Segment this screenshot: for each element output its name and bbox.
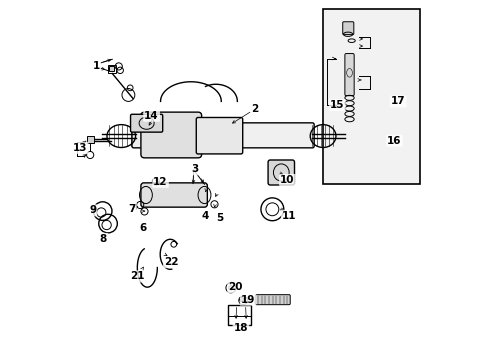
Text: 9: 9 <box>89 205 96 215</box>
Text: 1: 1 <box>92 61 100 71</box>
FancyBboxPatch shape <box>141 183 207 207</box>
Text: 22: 22 <box>163 257 178 267</box>
Text: 13: 13 <box>73 143 87 153</box>
FancyBboxPatch shape <box>132 123 313 148</box>
Bar <box>227 305 250 325</box>
Text: 16: 16 <box>386 136 401 146</box>
Text: 4: 4 <box>201 211 208 221</box>
FancyBboxPatch shape <box>344 54 353 96</box>
Text: 18: 18 <box>233 323 248 333</box>
Text: 3: 3 <box>190 164 198 174</box>
FancyBboxPatch shape <box>342 22 353 35</box>
Text: 12: 12 <box>153 177 167 187</box>
FancyBboxPatch shape <box>141 112 201 158</box>
FancyBboxPatch shape <box>196 117 242 154</box>
Text: 8: 8 <box>100 234 107 244</box>
Bar <box>86 136 94 143</box>
Text: 15: 15 <box>329 100 344 110</box>
Text: 11: 11 <box>281 211 296 221</box>
Text: 21: 21 <box>130 271 144 282</box>
Text: 14: 14 <box>144 111 159 121</box>
Text: 6: 6 <box>139 223 146 233</box>
Text: 19: 19 <box>241 295 255 305</box>
Text: 10: 10 <box>280 175 294 185</box>
Bar <box>109 66 114 71</box>
FancyBboxPatch shape <box>130 114 163 132</box>
Text: 2: 2 <box>251 104 258 113</box>
Bar <box>323 9 419 184</box>
Text: 20: 20 <box>228 282 243 292</box>
Text: 7: 7 <box>128 203 135 213</box>
FancyBboxPatch shape <box>255 295 290 305</box>
FancyBboxPatch shape <box>267 160 294 185</box>
Bar <box>108 65 116 73</box>
Text: 17: 17 <box>390 96 405 107</box>
Text: 5: 5 <box>215 212 223 222</box>
Circle shape <box>239 297 244 301</box>
